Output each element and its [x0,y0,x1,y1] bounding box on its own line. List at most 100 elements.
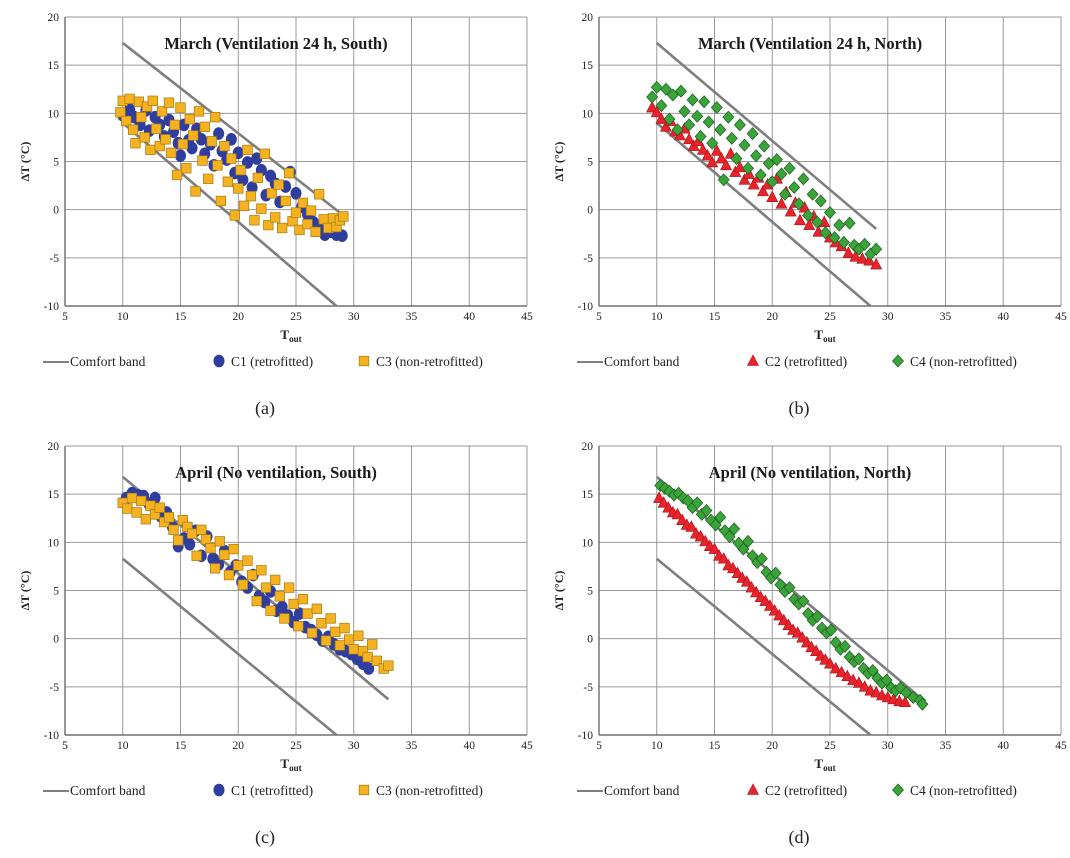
data-point [330,627,340,637]
data-point [747,128,758,140]
y-tick-label: 20 [582,441,594,453]
data-point [148,96,158,106]
data-point [169,525,179,535]
comfort-band-lower-line [123,559,337,735]
data-point [185,114,195,124]
data-point [247,570,257,580]
x-tick-label: 20 [767,740,779,752]
x-tick-label: 20 [233,740,245,752]
data-point [196,525,206,535]
y-tick-label: 20 [48,12,60,24]
data-point [267,188,277,198]
data-point [121,116,131,126]
series-c4 [655,479,928,710]
data-point [294,621,304,631]
data-point [203,174,213,184]
data-point [151,124,161,134]
x-tick-label: 5 [62,740,68,752]
data-point [739,139,750,151]
x-tick-label: 20 [233,311,245,323]
data-point [188,131,198,141]
data-point [312,604,322,614]
y-tick-label: 5 [53,586,59,598]
data-point [233,561,243,571]
data-point [367,640,377,650]
x-tick-label: 45 [1055,740,1067,752]
data-point [230,211,240,221]
data-point [125,94,135,104]
data-point [191,187,201,197]
data-point [759,140,770,152]
x-tick-label: 25 [824,311,836,323]
y-tick-label: 10 [582,537,594,549]
x-axis-label: Tout [280,327,301,344]
data-point [742,162,753,174]
x-tick-label: 15 [709,311,721,323]
data-point [307,628,317,638]
data-point [161,135,171,145]
data-point [284,583,294,593]
panel-label: (b) [789,398,810,419]
data-point [726,132,737,144]
x-tick-label: 10 [117,740,129,752]
data-point [270,575,280,585]
data-point [339,212,349,222]
data-point [274,180,284,190]
y-axis-label: ΔT (°C) [18,571,32,611]
legend-comfort-band-label: Comfort band [604,783,680,798]
data-point [215,537,225,547]
data-point [250,215,260,225]
data-point [807,188,818,200]
y-tick-label: -10 [44,301,60,313]
x-tick-label: 35 [940,311,952,323]
data-point [266,606,276,616]
legend-c3-swatch [359,356,369,366]
data-point [340,623,350,633]
x-tick-label: 35 [406,740,418,752]
data-point [326,614,336,624]
y-tick-label: 10 [48,108,60,120]
data-point [123,504,133,514]
x-tick-label: 40 [464,311,476,323]
panel-label: (d) [789,827,810,848]
data-point [136,112,146,122]
legend-c2-swatch [748,355,759,366]
data-point [281,196,291,206]
data-point [146,501,156,511]
data-point [289,599,299,609]
x-axis-label: Tout [814,756,835,773]
y-tick-label: 15 [48,60,60,72]
data-point [246,191,256,201]
data-point [317,618,327,628]
x-tick-label: 5 [596,740,602,752]
y-tick-label: 15 [582,60,594,72]
data-point [715,124,726,136]
data-point [239,201,249,211]
x-tick-label: 30 [348,740,360,752]
data-point [213,161,223,171]
data-point [172,170,182,180]
y-tick-label: 15 [48,489,60,501]
x-tick-label: 40 [998,740,1010,752]
legend-c1-label: C1 (retrofitted) [231,354,313,369]
data-point [291,208,301,218]
legend-comfort-band-label: Comfort band [604,354,680,369]
x-tick-label: 15 [175,311,187,323]
data-point [136,496,146,506]
x-axis-label: Tout [280,756,301,773]
data-point [261,583,271,593]
data-point [236,165,246,175]
x-tick-label: 40 [464,740,476,752]
chart-title: April (No ventilation, North) [709,463,912,482]
data-point [128,125,138,135]
data-point [825,207,836,219]
legend-c4-label: C4 (non-retrofitted) [910,783,1017,798]
data-point [181,163,191,173]
data-point [257,204,267,214]
legend: Comfort band C1 (retrofitted) C3 (non-retr… [43,354,483,369]
panel-label: (a) [255,398,275,419]
data-point [363,652,373,662]
data-point [201,535,211,545]
y-tick-label: 0 [53,634,59,646]
